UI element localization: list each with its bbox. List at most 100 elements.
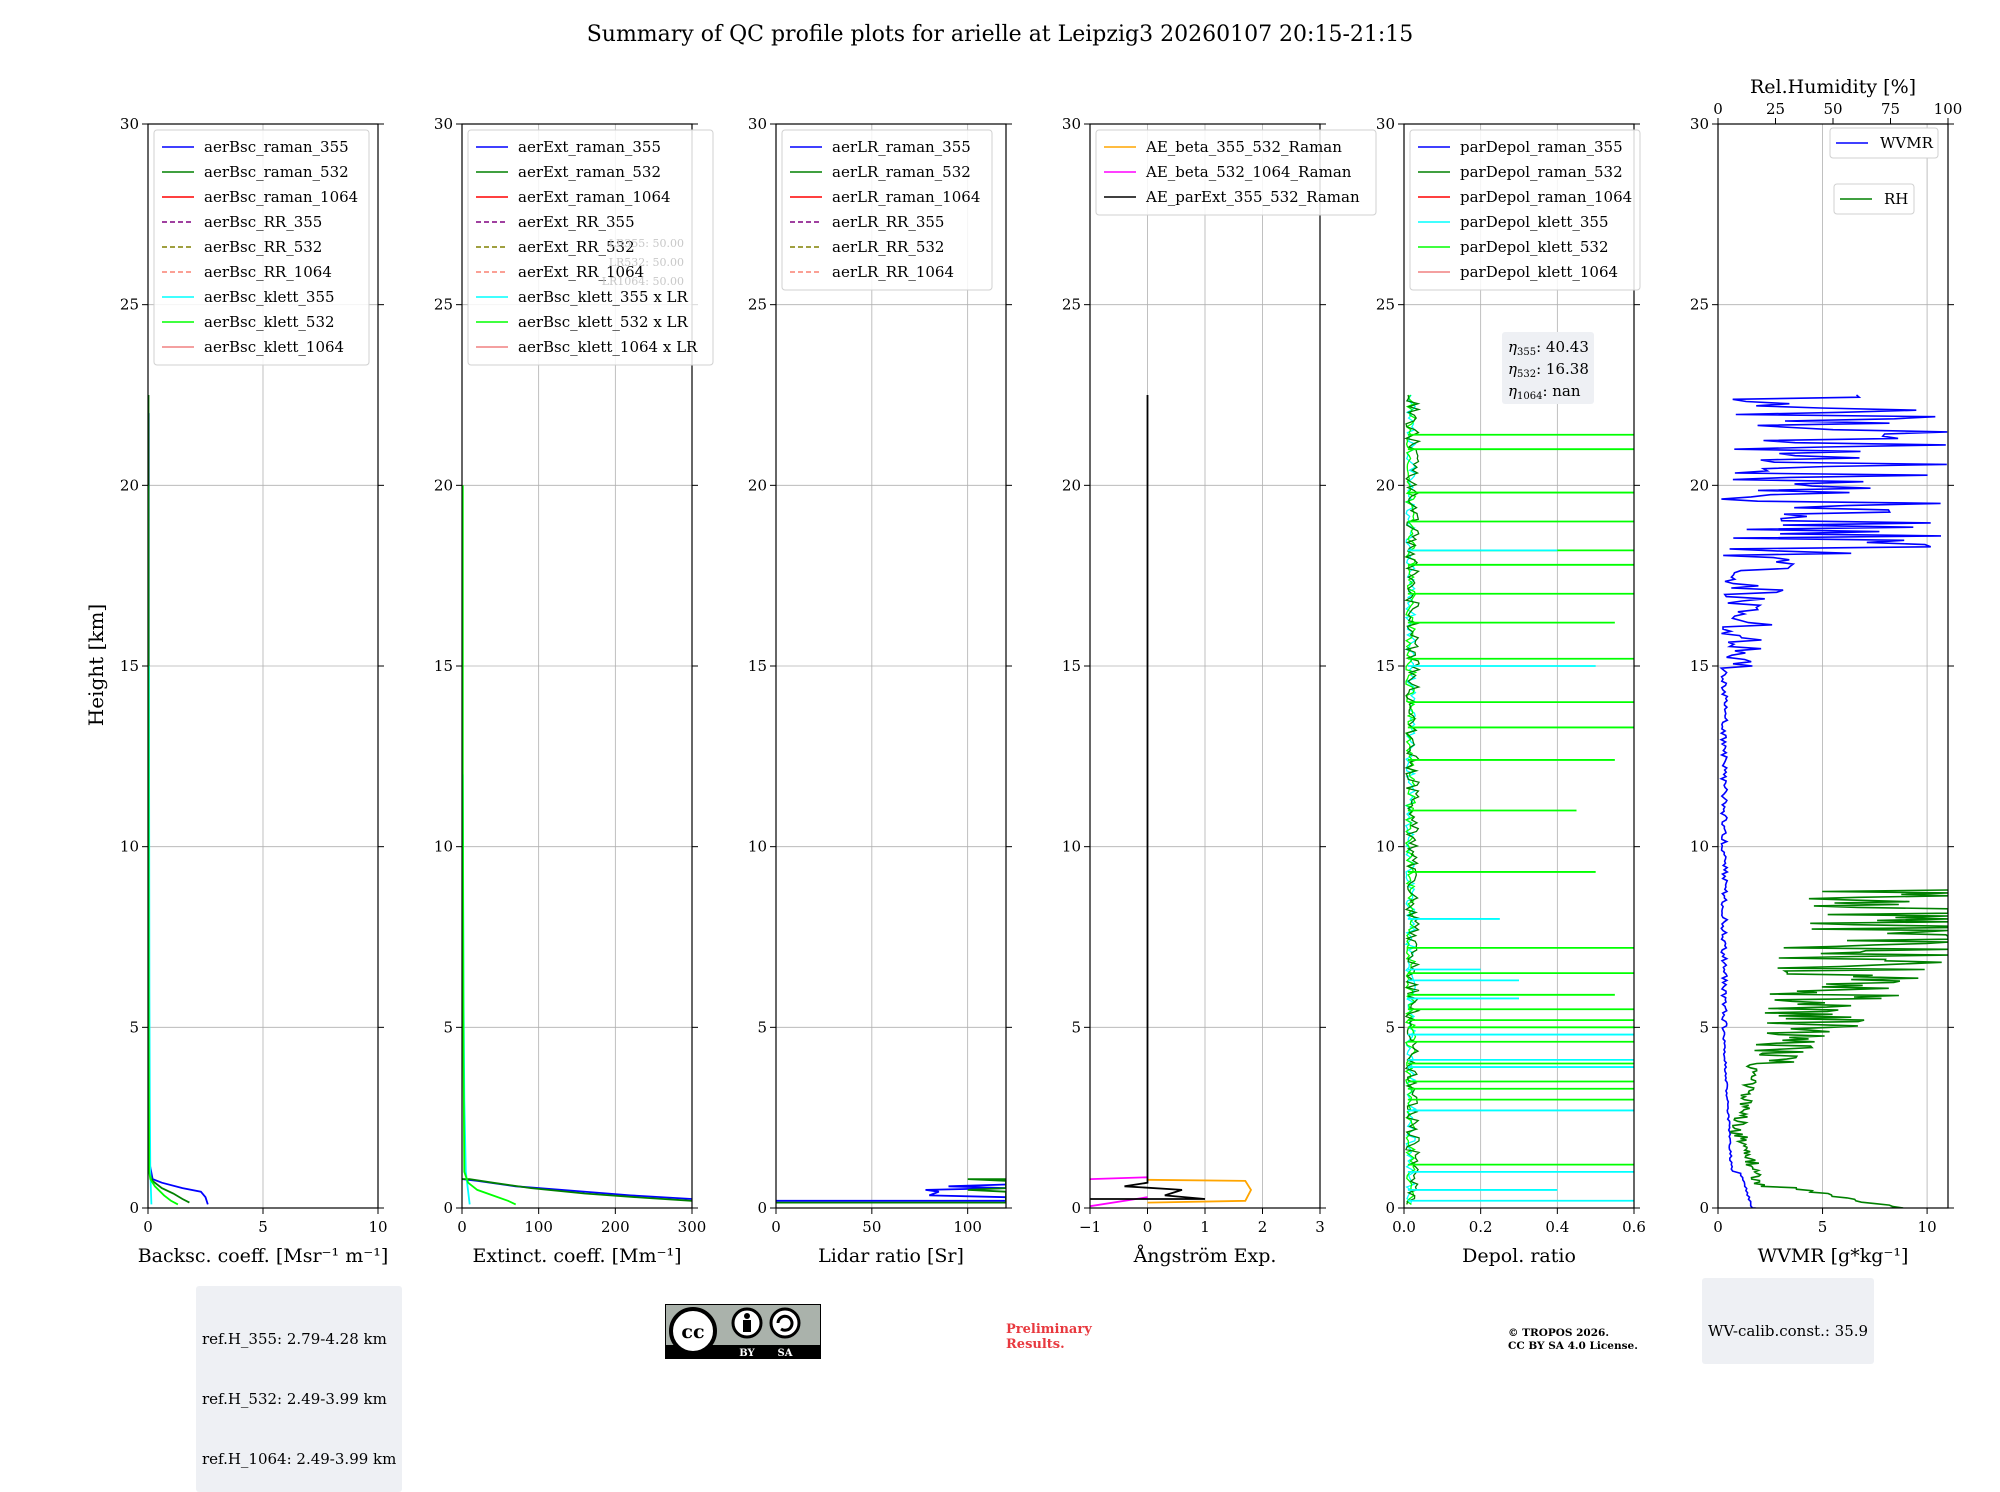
legend-label: AE_beta_532_1064_Raman — [1145, 163, 1352, 181]
x-tick-label: 0.2 — [1469, 1218, 1493, 1236]
y-tick-label: 0 — [1699, 1199, 1709, 1217]
legend-label: aerExt_raman_355 — [518, 138, 661, 156]
x-axis-label: Extinct. coeff. [Mm⁻¹] — [472, 1245, 681, 1267]
y-tick-label: 15 — [434, 657, 453, 675]
series-AE_beta_532_1064_Raman_b — [1090, 1176, 1148, 1180]
legend: aerExt_raman_355 aerExt_raman_532 aerExt_r… — [467, 129, 714, 366]
y-tick-label: 15 — [1376, 657, 1395, 675]
y-tick-label: 30 — [1690, 115, 1709, 133]
legend-label: aerBsc_raman_532 — [204, 163, 349, 181]
legend-label: aerExt_RR_355 — [518, 213, 635, 231]
legend-label: RH — [1884, 190, 1908, 208]
y-tick-label: 25 — [748, 296, 767, 314]
x-axis-label: Ångström Exp. — [1133, 1245, 1277, 1267]
series-aerLR_raman_355 — [776, 1183, 1006, 1202]
ref-height-1064: ref.H_1064: 2.49-3.99 km — [202, 1450, 397, 1468]
eta-532: η532: 16.38 — [1508, 360, 1589, 380]
x-tick-label: 0 — [143, 1218, 153, 1236]
y-tick-label: 5 — [757, 1018, 767, 1036]
figure-title: Summary of QC profile plots for arielle … — [586, 22, 1414, 47]
y-tick-label: 15 — [120, 657, 139, 675]
y-tick-label: 5 — [443, 1018, 453, 1036]
y-axis-label: Height [km] — [84, 604, 108, 726]
eta-box-bg — [1502, 332, 1594, 404]
preliminary-line-2: Results. — [1006, 1337, 1065, 1352]
y-tick-label: 25 — [1062, 296, 1081, 314]
legend: parDepol_raman_355 parDepol_raman_532 parD… — [1409, 129, 1641, 291]
series-group — [776, 1178, 1006, 1204]
legend-label: parDepol_raman_532 — [1460, 163, 1623, 181]
y-tick-label: 5 — [1699, 1018, 1709, 1036]
copyright-note: © TROPOS 2026. CC BY SA 4.0 License. — [1508, 1327, 1638, 1353]
y-tick-label: 15 — [748, 657, 767, 675]
x-tick-label: 0 — [457, 1218, 467, 1236]
series-WVMR — [1719, 394, 1948, 1208]
y-tick-label: 25 — [1690, 296, 1709, 314]
x-tick-label: 50 — [862, 1218, 881, 1236]
reference-height-box: ref.H_355: 2.79-4.28 km ref.H_532: 2.49-… — [196, 1286, 403, 1492]
x-tick-label: 2 — [1258, 1218, 1268, 1236]
panel-bsc: 0 5 10 15 20 25 30 0 5 10 Backsc. coeff. [Msr⁻¹ m⁻… — [120, 115, 388, 1267]
legend-label: aerBsc_klett_1064 — [204, 338, 344, 356]
legend-label: parDepol_klett_532 — [1460, 238, 1609, 256]
legend-label: parDepol_klett_1064 — [1460, 263, 1618, 281]
x-tick-label: 0.4 — [1545, 1218, 1569, 1236]
y-tick-label: 0 — [757, 1199, 767, 1217]
y-tick-label: 5 — [1385, 1018, 1395, 1036]
x-axis-label: Lidar ratio [Sr] — [818, 1245, 964, 1267]
legend-label: aerLR_RR_1064 — [832, 263, 954, 281]
x-tick-label: 1 — [1200, 1218, 1210, 1236]
legend: WVMR RH — [1829, 127, 1939, 215]
y-tick-label: 5 — [129, 1018, 139, 1036]
y-tick-label: 30 — [748, 115, 767, 133]
legend-box — [1833, 183, 1915, 215]
legend: aerLR_raman_355 aerLR_raman_532 aerLR_rama… — [781, 129, 993, 291]
legend-label: aerBsc_klett_1064 x LR — [518, 338, 698, 356]
y-tick-label: 10 — [434, 838, 453, 856]
x-tick-label: 0.0 — [1392, 1218, 1416, 1236]
top-tick-label: 25 — [1766, 100, 1785, 118]
legend-label: aerBsc_klett_532 x LR — [518, 313, 689, 331]
x-tick-label: 100 — [524, 1218, 553, 1236]
series-aerBsc_raman_355 — [148, 413, 209, 1205]
y-tick-label: 25 — [120, 296, 139, 314]
lr-note: LR532: 50.00 — [609, 256, 684, 269]
legend-label: aerExt_raman_532 — [518, 163, 661, 181]
legend-label: aerLR_RR_355 — [832, 213, 944, 231]
lr-note: LR355: 50.00 — [609, 237, 684, 250]
legend-box — [1829, 127, 1939, 159]
cc-license-badge-icon: cc BY SA — [665, 1304, 821, 1359]
ref-height-355: ref.H_355: 2.79-4.28 km — [202, 1330, 387, 1348]
legend-label: aerBsc_RR_355 — [204, 213, 322, 231]
eta-355: η355: 40.43 — [1508, 338, 1589, 358]
legend-label: WVMR — [1880, 134, 1934, 152]
legend: AE_beta_355_532_Raman AE_beta_532_1064_Ra… — [1095, 129, 1377, 216]
legend-label: aerBsc_raman_355 — [204, 138, 349, 156]
preliminary-line-1: Preliminary — [1006, 1322, 1092, 1337]
x-axis-label: Backsc. coeff. [Msr⁻¹ m⁻¹] — [138, 1245, 389, 1267]
series-AE_beta_355_532_Raman — [1147, 1178, 1253, 1204]
series-AE_parExt_355_532_Raman — [1090, 395, 1206, 1200]
sa-label: SA — [778, 1348, 793, 1359]
x-tick-label: −1 — [1079, 1218, 1101, 1236]
x-tick-label: 0 — [1143, 1218, 1153, 1236]
legend-label: aerBsc_klett_355 — [204, 288, 335, 306]
series-group — [1719, 394, 1948, 1208]
legend-label: parDepol_raman_1064 — [1460, 188, 1632, 206]
legend-label: aerBsc_klett_532 — [204, 313, 335, 331]
top-tick-label: 100 — [1934, 100, 1963, 118]
legend-label: aerBsc_klett_355 x LR — [518, 288, 689, 306]
eta-1064: η1064: nan — [1508, 382, 1581, 402]
y-tick-label: 20 — [1690, 476, 1709, 494]
legend-label: aerBsc_RR_532 — [204, 238, 322, 256]
y-tick-label: 30 — [1062, 115, 1081, 133]
y-tick-label: 0 — [1385, 1199, 1395, 1217]
x-tick-label: 10 — [1918, 1218, 1937, 1236]
series-group — [1090, 395, 1253, 1208]
y-tick-label: 20 — [1062, 476, 1081, 494]
legend-box — [467, 129, 714, 366]
legend-label: aerExt_RR_532 — [518, 238, 635, 256]
legend-label: aerLR_raman_355 — [832, 138, 971, 156]
